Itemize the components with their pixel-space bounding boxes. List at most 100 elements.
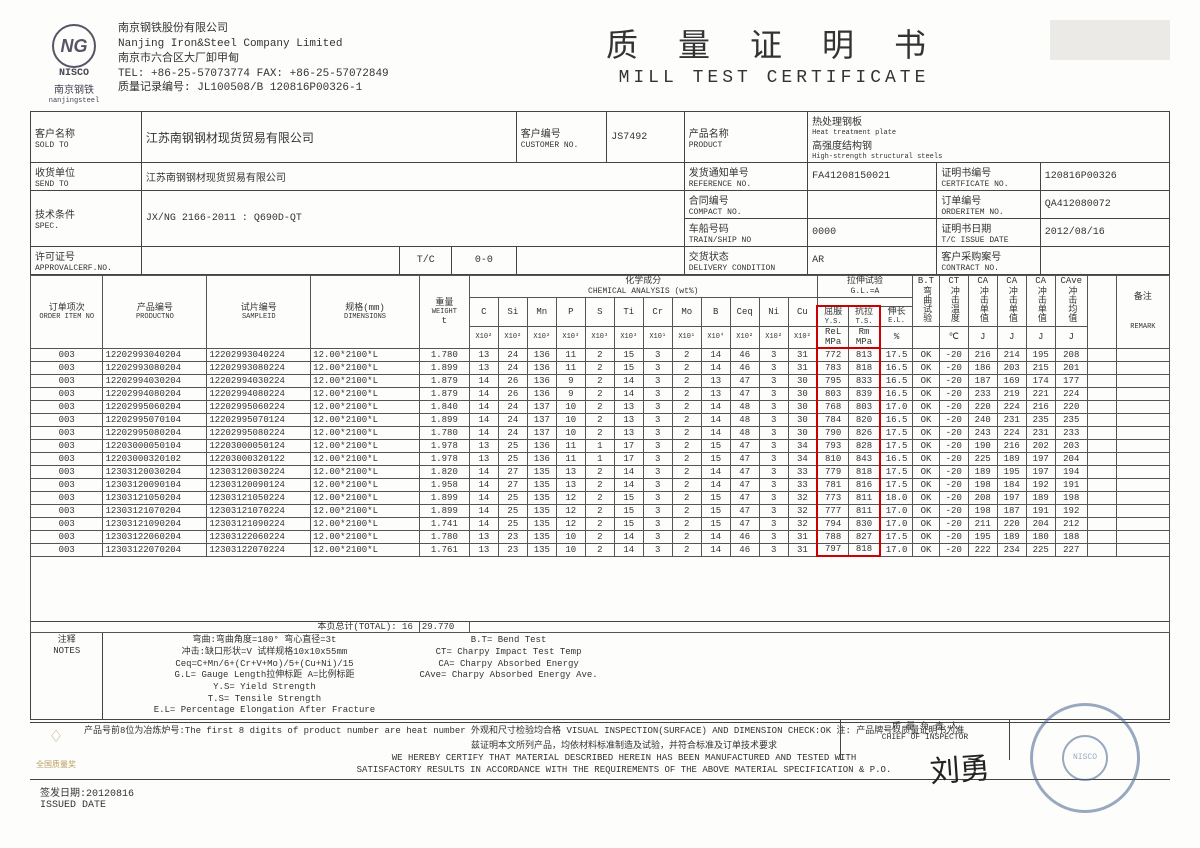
cert-no-label: 证明书编号 [941, 164, 1035, 180]
table-row: 003122029950602041220299506022412.00*210… [31, 400, 1170, 413]
test-data-table: 订单项次ORDER ITEM NO 产品编号PRODUCTNO 试片编号SAMP… [30, 275, 1170, 720]
col-cave: CAve [1060, 276, 1082, 286]
notes-row: 注释NOTES 弯曲:弯曲角度=180° 弯心直径=3t冲击:缺口形状=V 试样… [31, 633, 1170, 720]
document-header: NG NISCO 南京钢铁 nanjingsteel 南京钢铁股份有限公司 Na… [30, 20, 1170, 105]
sold-to-label-cn: 客户名称 [35, 125, 137, 141]
table-row: 003122029930802041220299308022412.00*210… [31, 361, 1170, 374]
notes-label-cn: 注释 [37, 635, 96, 645]
notes-right: B.T= Bend TestCT= Charpy Impact Test Tem… [419, 635, 597, 717]
issued-date-row: 签发日期:20120816 ISSUED DATE [30, 780, 1170, 815]
company-name-en: Nanjing Iron&Steel Company Limited [118, 37, 498, 52]
col-chem-mo: Mo [672, 297, 701, 326]
table-row: 003122030000501041220300005012412.00*210… [31, 439, 1170, 452]
col-chem-mn: Mn [527, 297, 556, 326]
table-row: 003123031200901041230312009012412.00*210… [31, 478, 1170, 491]
col-chem-b: B [701, 297, 730, 326]
logo-mark: NG [52, 24, 96, 68]
quality-record-no: 质量记录编号: JL100508/B 120816P00326-1 [118, 81, 498, 96]
col-ct: CT [948, 276, 959, 286]
title-en: MILL TEST CERTIFICATE [498, 68, 1050, 88]
send-to-value: 江苏南钢钢材现货贸易有限公司 [141, 163, 684, 191]
col-tensile-cn: 拉伸试验 [847, 276, 883, 286]
product-label: 产品名称 [689, 125, 803, 141]
total-weight: 29.770 [419, 621, 469, 632]
company-info: 南京钢铁股份有限公司 Nanjing Iron&Steel Company Li… [118, 20, 498, 96]
sold-to-label-en: SOLD TO [35, 141, 137, 150]
data-table-body: 003122029930402041220299304022412.00*210… [31, 348, 1170, 621]
table-row: 003122029950802041220299508022412.00*210… [31, 426, 1170, 439]
title-cn: 质 量 证 明 书 [498, 20, 1050, 66]
ref-no-label: 发货通知单号 [689, 164, 803, 180]
table-row: 003122029940802041220299408022412.00*210… [31, 387, 1170, 400]
col-chem-cu: Cu [788, 297, 817, 326]
ship-value: 0000 [808, 219, 937, 247]
table-row: 003122030003201021220300032012212.00*210… [31, 452, 1170, 465]
table-row: 003122029950701041220299507012412.00*210… [31, 413, 1170, 426]
send-to-label: 收货单位 [35, 164, 137, 180]
col-chem-c: C [469, 297, 498, 326]
redaction-block [1050, 20, 1170, 60]
col-order-cn: 订单项次 [33, 303, 100, 313]
award-badge: ♢ 全国质量奖 [36, 725, 76, 772]
ref-no-value: FA41208150021 [808, 163, 937, 191]
total-label: 本页总计(TOTAL): [317, 622, 396, 632]
table-row: 003123031200302041230312003022412.00*210… [31, 465, 1170, 478]
col-chem-cn: 化学成分 [625, 276, 661, 286]
issue-date-value: 2012/08/16 [1040, 219, 1169, 247]
data-table-header: 订单项次ORDER ITEM NO 产品编号PRODUCTNO 试片编号SAMP… [31, 276, 1170, 349]
orderitem-value: QA412080072 [1040, 191, 1169, 219]
notes-left: 弯曲:弯曲角度=180° 弯心直径=3t冲击:缺口形状=V 试样规格10x10x… [109, 635, 419, 717]
col-chem-ti: Ti [614, 297, 643, 326]
col-bt: B.T [918, 276, 934, 286]
company-logo: NG NISCO 南京钢铁 nanjingsteel [30, 20, 118, 105]
sold-to-value: 江苏南钢钢材现货贸易有限公司 [141, 112, 516, 163]
col-weight-cn: 重量 [422, 298, 467, 308]
table-row: 003123031210902041230312109022412.00*210… [31, 517, 1170, 530]
col-remark-cn: 备注 [1119, 292, 1167, 302]
document-title: 质 量 证 明 书 MILL TEST CERTIFICATE [498, 20, 1050, 88]
orderitem-label: 订单编号 [941, 192, 1035, 208]
contract-label: 客户采购案号 [941, 248, 1035, 264]
customer-no-value: JS7492 [607, 112, 685, 163]
tc-label: T/C [400, 247, 452, 275]
approval-label: 许可证号 [35, 248, 137, 264]
col-sample-cn: 试片编号 [209, 303, 308, 313]
total-row: 本页总计(TOTAL): 16 29.770 [31, 621, 1170, 632]
col-ca3: CA [1035, 276, 1046, 286]
notes-label-en: NOTES [37, 646, 96, 656]
col-dim-cn: 规格(mm) [313, 303, 417, 313]
table-row: 003123031220702041230312207022412.00*210… [31, 543, 1170, 556]
cert-statement-en-2: SATISFACTORY RESULTS IN ACCORDANCE WITH … [84, 764, 1164, 776]
compact-value [808, 191, 937, 219]
col-product-cn: 产品编号 [105, 303, 204, 313]
delivery-label: 交货状态 [689, 248, 803, 264]
col-chem-p: P [556, 297, 585, 326]
company-stamp: NISCO [1030, 703, 1140, 813]
certification-block: ♢ 全国质量奖 产品号前8位为冶炼炉号:The first 8 digits o… [30, 722, 1170, 779]
delivery-value: AR [808, 247, 937, 275]
logo-en: nanjingsteel [30, 97, 118, 105]
ship-label: 车船号码 [689, 220, 803, 236]
col-chem-ceq: Ceq [730, 297, 759, 326]
header-info-table: 客户名称SOLD TO 江苏南钢钢材现货贸易有限公司 客户编号CUSTOMER … [30, 111, 1170, 275]
table-row: 003122029930402041220299304022412.00*210… [31, 348, 1170, 361]
table-row: 003123031210502041230312105022412.00*210… [31, 491, 1170, 504]
issue-date-label: 证明书日期 [941, 220, 1035, 236]
company-name-cn: 南京钢铁股份有限公司 [118, 22, 498, 37]
col-chem-si: Si [498, 297, 527, 326]
col-chem-ni: Ni [759, 297, 788, 326]
table-row: 003122029940302041220299403022412.00*210… [31, 374, 1170, 387]
col-chem-s: S [585, 297, 614, 326]
logo-cn: 南京钢铁 [30, 81, 118, 97]
compact-label: 合同编号 [689, 192, 803, 208]
spec-label: 技术条件 [35, 206, 137, 222]
table-row: 003123031210702041230312107022412.00*210… [31, 504, 1170, 517]
spec-value: JX/NG 2166-2011 : Q690D-QT [141, 191, 684, 247]
company-contact: TEL: +86-25-57073774 FAX: +86-25-5707284… [118, 67, 498, 82]
cert-no-value: 120816P00326 [1040, 163, 1169, 191]
col-ca1: CA [977, 276, 988, 286]
contract-value [1040, 247, 1169, 275]
total-count: 16 [402, 622, 413, 632]
col-chem-cr: Cr [643, 297, 672, 326]
product-value: 热处理钢板 Heat treatment plate 高强度结构钢 High-s… [808, 112, 1170, 163]
